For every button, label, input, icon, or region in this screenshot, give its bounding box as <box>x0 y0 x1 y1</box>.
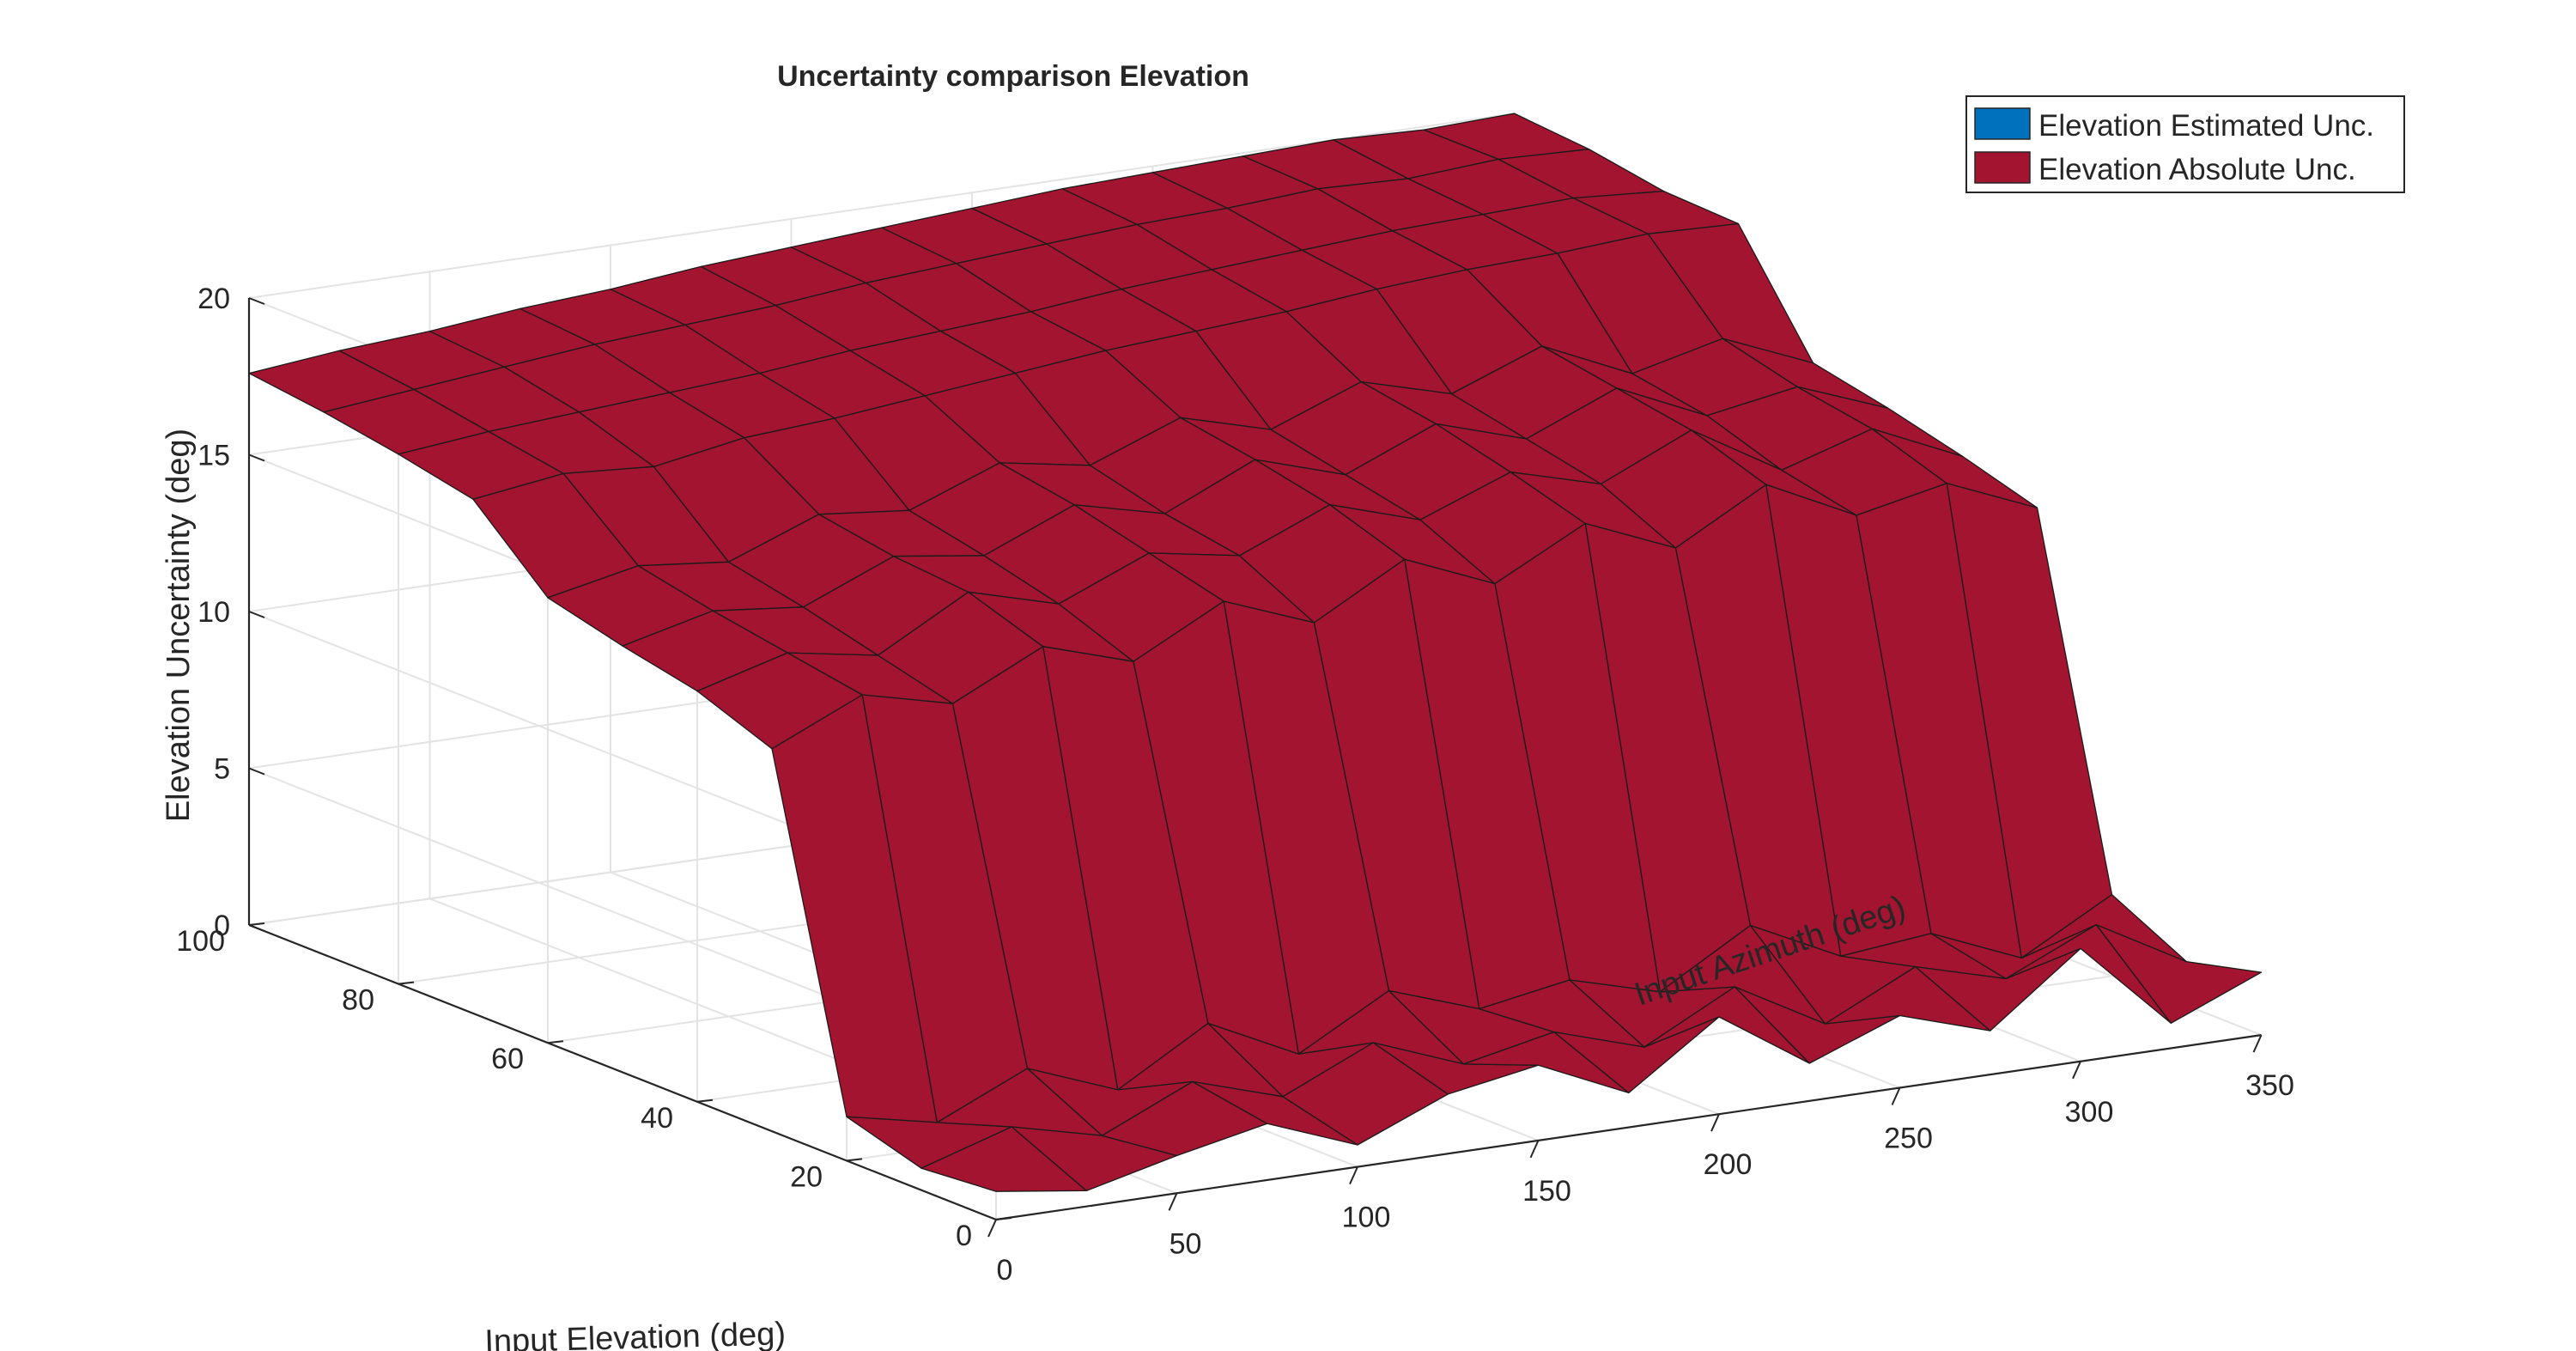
legend-box <box>1965 95 2405 193</box>
legend-swatch-estimated <box>1974 107 2031 140</box>
x-tick-mark <box>1168 1192 1178 1211</box>
x-tick-mark <box>1710 1113 1720 1132</box>
surface-facet <box>2095 924 2263 1024</box>
y-tick-label: 60 <box>491 1043 524 1075</box>
y-tick-mark <box>398 981 415 985</box>
x-tick-label: 150 <box>1522 1175 1571 1208</box>
y-tick-mark <box>696 1098 714 1103</box>
x-tick-label: 250 <box>1884 1123 1933 1155</box>
legend: Elevation Estimated Unc. Elevation Absol… <box>1965 95 2405 193</box>
x-tick-label: 100 <box>1342 1202 1391 1234</box>
z-tick-mark <box>248 767 265 776</box>
x-tick-mark <box>1349 1166 1358 1185</box>
chart-title: Uncertainty comparison Elevation <box>777 60 1249 93</box>
x-tick-mark <box>1529 1140 1540 1159</box>
surface-layer <box>248 113 2263 1192</box>
y-tick-mark <box>248 922 265 926</box>
ticks-layer: 0501001502002503003500204060801000510152… <box>176 283 2294 1287</box>
y-tick-label: 100 <box>176 925 225 958</box>
x-tick-label: 350 <box>2245 1069 2294 1102</box>
legend-swatch-absolute <box>1974 151 2031 184</box>
x-tick-mark <box>1891 1087 1901 1105</box>
y-tick-mark <box>547 1040 564 1044</box>
x-tick-mark <box>2252 1034 2263 1053</box>
x-tick-label: 200 <box>1704 1148 1753 1181</box>
z-tick-mark <box>248 453 265 462</box>
z-tick-label: 5 <box>214 753 230 786</box>
z-tick-mark <box>248 611 265 618</box>
legend-label-absolute: Elevation Absolute Unc. <box>2038 153 2356 186</box>
y-tick-label: 40 <box>641 1102 673 1135</box>
z-axis-label: Elevation Uncertainty (deg) <box>161 429 197 822</box>
x-tick-mark <box>2072 1061 2081 1080</box>
y-tick-label: 20 <box>790 1160 823 1193</box>
x-tick-mark <box>987 1219 997 1238</box>
z-tick-label: 0 <box>214 910 230 942</box>
x-tick-label: 50 <box>1170 1227 1202 1260</box>
grid-line-back-wall <box>248 113 1515 299</box>
y-tick-label: 80 <box>342 984 374 1017</box>
z-tick-label: 10 <box>197 596 230 629</box>
z-tick-label: 20 <box>197 283 230 315</box>
x-tick-label: 300 <box>2065 1096 2114 1129</box>
y-axis-label: Input Elevation (deg) <box>484 1316 787 1351</box>
x-axis-line <box>995 1034 2262 1221</box>
legend-label-estimated: Elevation Estimated Unc. <box>2038 109 2374 143</box>
y-axis-line <box>248 923 997 1221</box>
y-tick-mark <box>995 1217 1012 1220</box>
z-tick-mark <box>248 924 265 932</box>
x-tick-label: 0 <box>997 1254 1013 1287</box>
z-tick-label: 15 <box>197 440 230 472</box>
y-tick-label: 0 <box>956 1220 972 1252</box>
y-tick-mark <box>846 1158 863 1162</box>
z-tick-mark <box>248 297 265 305</box>
